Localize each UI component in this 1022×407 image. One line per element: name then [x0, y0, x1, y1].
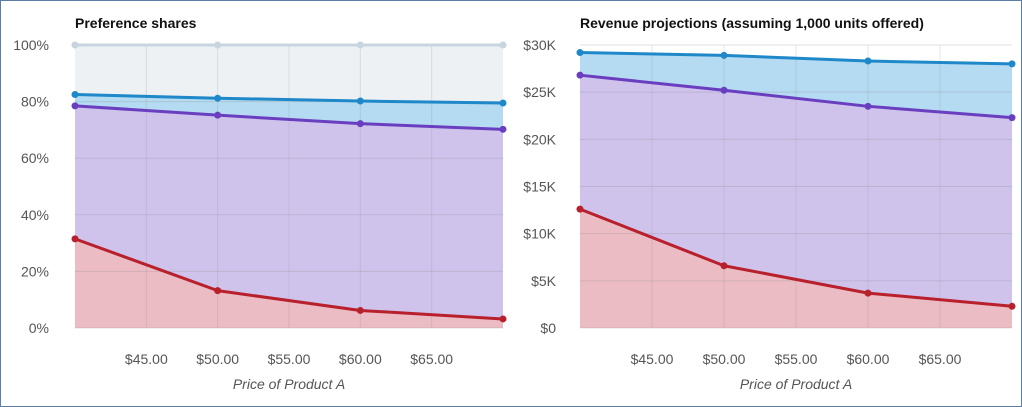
series-3-point — [499, 125, 507, 133]
chart-title: Preference shares — [75, 15, 197, 31]
x-tick-label: $55.00 — [268, 351, 311, 367]
series-3-point — [356, 120, 364, 128]
y-tick-label: $30K — [523, 37, 556, 53]
series-4-point — [71, 235, 79, 243]
y-tick-label: $5K — [531, 273, 557, 289]
series-3-point — [71, 102, 79, 110]
x-axis-title: Price of Product A — [233, 376, 345, 392]
series-1-point — [71, 41, 79, 49]
series-3-area — [580, 209, 1012, 328]
y-tick-label: 80% — [21, 94, 49, 110]
series-1-point — [720, 51, 728, 59]
series-2-point — [356, 97, 364, 105]
series-1-point — [214, 41, 222, 49]
x-tick-label: $60.00 — [847, 351, 890, 367]
series-4-area — [75, 238, 503, 328]
series-3-line — [74, 104, 504, 131]
series-1-point — [576, 49, 584, 57]
series-2-point — [499, 99, 507, 107]
chart-2: Revenue projections (assuming 1,000 unit… — [523, 15, 1016, 392]
y-tick-label: 20% — [21, 263, 49, 279]
series-2-line — [74, 93, 504, 105]
x-tick-label: $50.00 — [196, 351, 239, 367]
series-2-line — [579, 73, 1013, 120]
y-tick-label: 0% — [29, 320, 49, 336]
series-2-point — [71, 91, 79, 99]
x-tick-label: $55.00 — [775, 351, 818, 367]
y-tick-label: $0 — [540, 320, 556, 336]
y-tick-label: 60% — [21, 150, 49, 166]
series-1-point — [499, 41, 507, 49]
series-4-line — [74, 237, 504, 321]
x-tick-label: $50.00 — [703, 351, 746, 367]
x-tick-label: $65.00 — [410, 351, 453, 367]
x-tick-label: $65.00 — [919, 351, 962, 367]
x-tick-label: $45.00 — [125, 351, 168, 367]
series-3-point — [214, 111, 222, 119]
x-tick-label: $60.00 — [339, 351, 382, 367]
series-3-area — [75, 105, 503, 328]
y-tick-label: $20K — [523, 131, 556, 147]
series-2-point — [720, 86, 728, 94]
series-1-line — [579, 51, 1013, 66]
y-tick-label: $10K — [523, 226, 556, 242]
chart-1: Preference shares 0% 20% 40% 60% 80% 100% $45.0… — [13, 15, 507, 392]
series-1-point — [356, 41, 364, 49]
series-2-point — [214, 94, 222, 102]
series-3-point — [864, 289, 872, 297]
y-tick-label: $25K — [523, 84, 556, 100]
series-3-point — [720, 262, 728, 270]
chart-title: Revenue projections (assuming 1,000 unit… — [580, 15, 924, 31]
series-1-point — [1008, 60, 1016, 68]
series-2-point — [864, 102, 872, 110]
series-3-line — [579, 207, 1013, 308]
series-2-point — [1008, 114, 1016, 122]
y-tick-label: 100% — [13, 37, 49, 53]
series-4-point — [499, 315, 507, 323]
x-axis-title: Price of Product A — [740, 376, 852, 392]
series-3-point — [576, 205, 584, 213]
series-2-point — [576, 71, 584, 79]
series-1-point — [864, 57, 872, 65]
series-4-point — [356, 306, 364, 314]
series-3-point — [1008, 302, 1016, 310]
y-tick-label: 40% — [21, 207, 49, 223]
y-tick-label: $15K — [523, 179, 556, 195]
series-4-point — [214, 287, 222, 295]
x-tick-label: $45.00 — [631, 351, 674, 367]
